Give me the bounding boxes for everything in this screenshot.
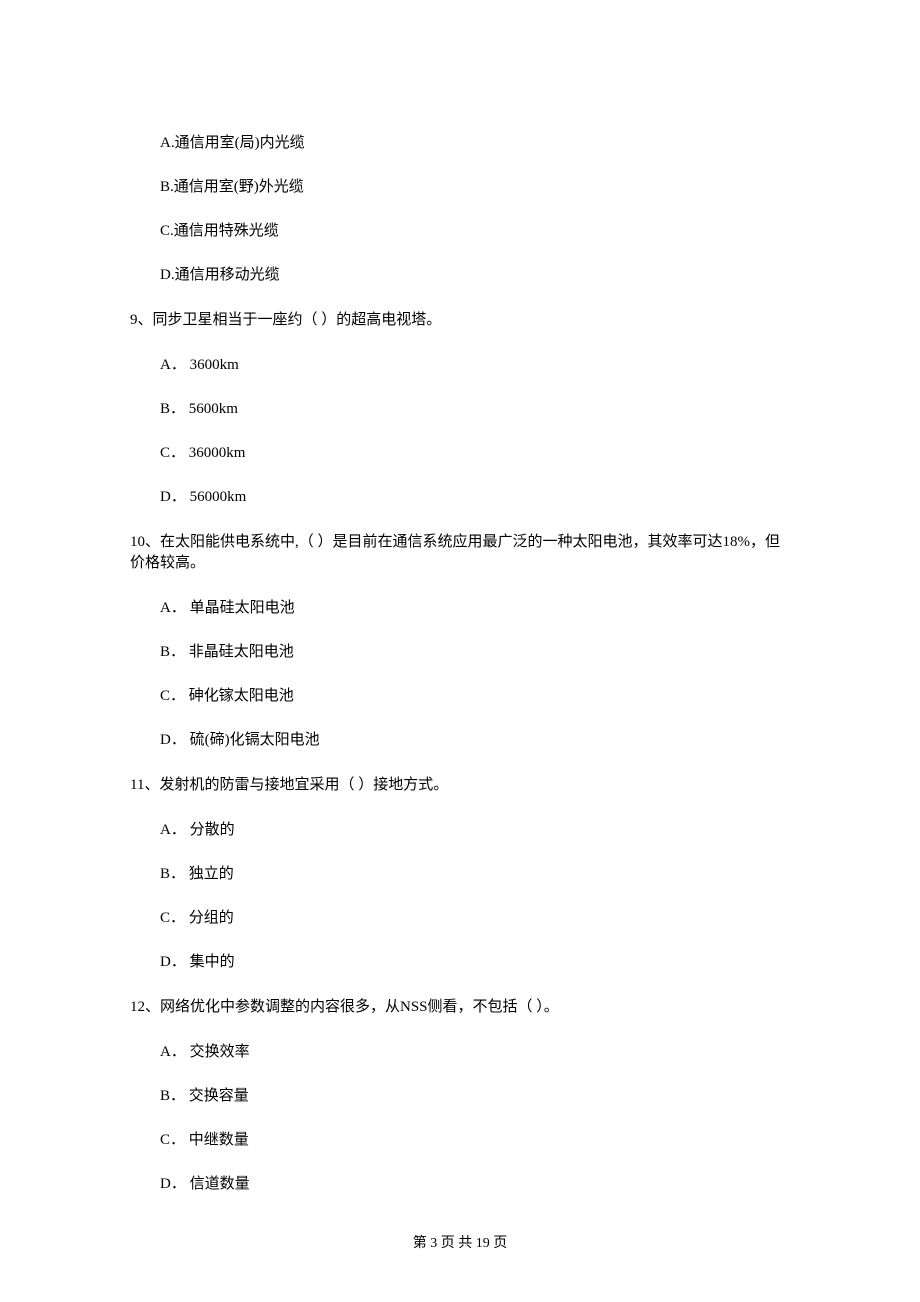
q12-stem: 12、网络优化中参数调整的内容很多，从NSS侧看，不包括（ ）。 [130, 997, 790, 1018]
q12-option-b: B． 交换容量 [160, 1086, 790, 1107]
exam-page: A.通信用室(局)内光缆 B.通信用室(野)外光缆 C.通信用特殊光缆 D.通信… [0, 0, 920, 1302]
q8-option-c: C.通信用特殊光缆 [160, 221, 790, 242]
page-footer: 第 3 页 共 19 页 [0, 1234, 920, 1254]
q11-options: A． 分散的 B． 独立的 C． 分组的 D． 集中的 [130, 820, 790, 973]
q12-option-d: D． 信道数量 [160, 1174, 790, 1195]
q11-option-a: A． 分散的 [160, 820, 790, 841]
q9-option-a: A． 3600km [160, 355, 790, 376]
q10-stem: 10、在太阳能供电系统中,（ ）是目前在通信系统应用最广泛的一种太阳电池，其效率… [130, 532, 790, 574]
q9-options: A． 3600km B． 5600km C． 36000km D． 56000k… [130, 355, 790, 508]
q8-option-d: D.通信用移动光缆 [160, 265, 790, 286]
q8-option-a: A.通信用室(局)内光缆 [160, 133, 790, 154]
q11-stem: 11、发射机的防雷与接地宜采用（ ）接地方式。 [130, 775, 790, 796]
q9-option-b: B． 5600km [160, 399, 790, 420]
q12-option-a: A． 交换效率 [160, 1042, 790, 1063]
q10-option-d: D． 硫(碲)化镉太阳电池 [160, 730, 790, 751]
q11-option-b: B． 独立的 [160, 864, 790, 885]
q11-option-d: D． 集中的 [160, 952, 790, 973]
q10-option-a: A． 单晶硅太阳电池 [160, 598, 790, 619]
q10-options: A． 单晶硅太阳电池 B． 非晶硅太阳电池 C． 砷化镓太阳电池 D． 硫(碲)… [130, 598, 790, 751]
q9-option-d: D． 56000km [160, 487, 790, 508]
q11-option-c: C． 分组的 [160, 908, 790, 929]
q12-option-c: C． 中继数量 [160, 1130, 790, 1151]
q8-options: A.通信用室(局)内光缆 B.通信用室(野)外光缆 C.通信用特殊光缆 D.通信… [130, 133, 790, 286]
q8-option-b: B.通信用室(野)外光缆 [160, 177, 790, 198]
q9-option-c: C． 36000km [160, 443, 790, 464]
q10-option-b: B． 非晶硅太阳电池 [160, 642, 790, 663]
q10-option-c: C． 砷化镓太阳电池 [160, 686, 790, 707]
q9-stem: 9、同步卫星相当于一座约（ ）的超高电视塔。 [130, 310, 790, 331]
q12-options: A． 交换效率 B． 交换容量 C． 中继数量 D． 信道数量 [130, 1042, 790, 1195]
